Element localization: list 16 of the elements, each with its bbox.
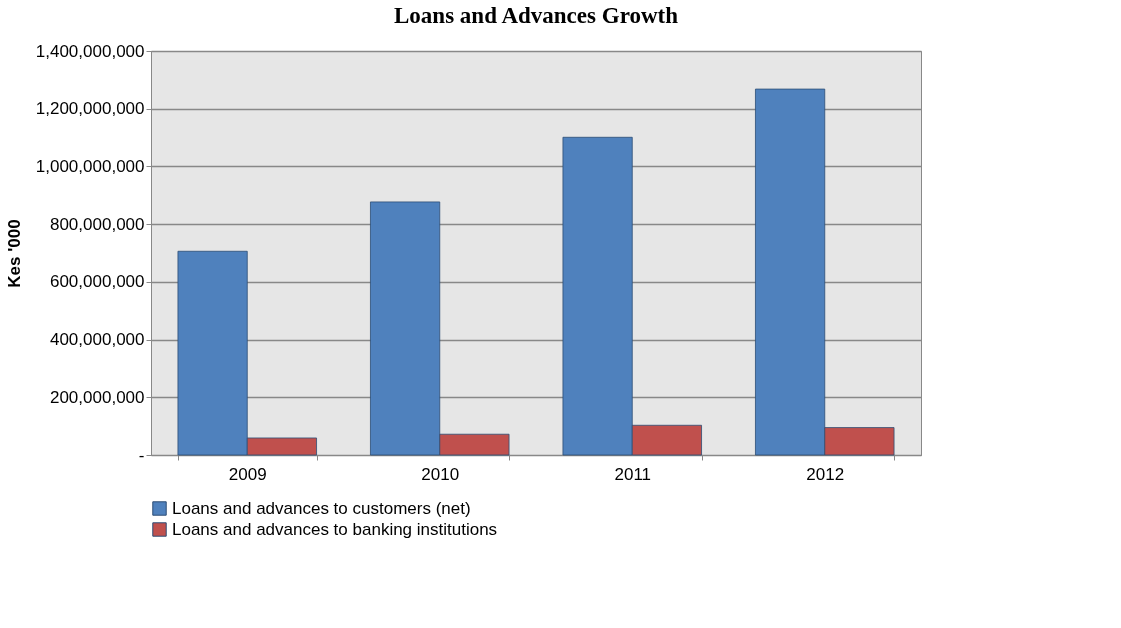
x-tick-label: 2012 [806, 464, 845, 484]
legend-label: Loans and advances to customers (net) [172, 498, 471, 518]
y-tick-label: 200,000,000 [49, 387, 145, 407]
y-tick-label: 1,000,000,000 [35, 156, 145, 176]
y-tick-label: 1,400,000,000 [35, 41, 145, 61]
y-axis-title: Kes '000 [4, 219, 24, 288]
x-tick-label: 2009 [228, 464, 267, 484]
y-tick-label: - [138, 445, 145, 465]
chart-title: Loans and Advances Growth [394, 3, 679, 28]
x-tick-label: 2011 [614, 464, 652, 484]
legend-label: Loans and advances to banking institutions [172, 519, 498, 539]
x-tick-label: 2010 [421, 464, 460, 484]
y-tick-label: 800,000,000 [49, 214, 145, 234]
y-tick-label: 400,000,000 [49, 330, 145, 350]
y-tick-label: 1,200,000,000 [35, 99, 145, 119]
y-tick-label: 600,000,000 [49, 272, 145, 292]
